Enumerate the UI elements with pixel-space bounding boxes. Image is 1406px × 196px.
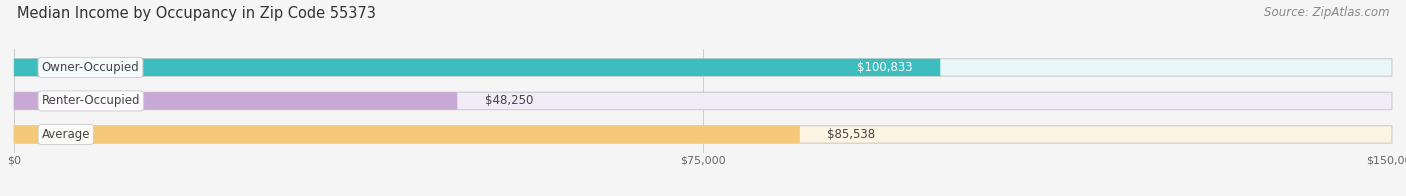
FancyBboxPatch shape <box>14 59 941 76</box>
Text: $100,833: $100,833 <box>858 61 912 74</box>
FancyBboxPatch shape <box>14 59 1392 76</box>
FancyBboxPatch shape <box>14 92 1392 110</box>
Text: Renter-Occupied: Renter-Occupied <box>42 94 141 107</box>
FancyBboxPatch shape <box>14 92 457 110</box>
Text: Source: ZipAtlas.com: Source: ZipAtlas.com <box>1264 6 1389 19</box>
FancyBboxPatch shape <box>14 126 1392 143</box>
Text: Median Income by Occupancy in Zip Code 55373: Median Income by Occupancy in Zip Code 5… <box>17 6 375 21</box>
Text: Average: Average <box>42 128 90 141</box>
Text: $85,538: $85,538 <box>827 128 876 141</box>
FancyBboxPatch shape <box>14 126 800 143</box>
Text: $48,250: $48,250 <box>485 94 533 107</box>
Text: Owner-Occupied: Owner-Occupied <box>42 61 139 74</box>
